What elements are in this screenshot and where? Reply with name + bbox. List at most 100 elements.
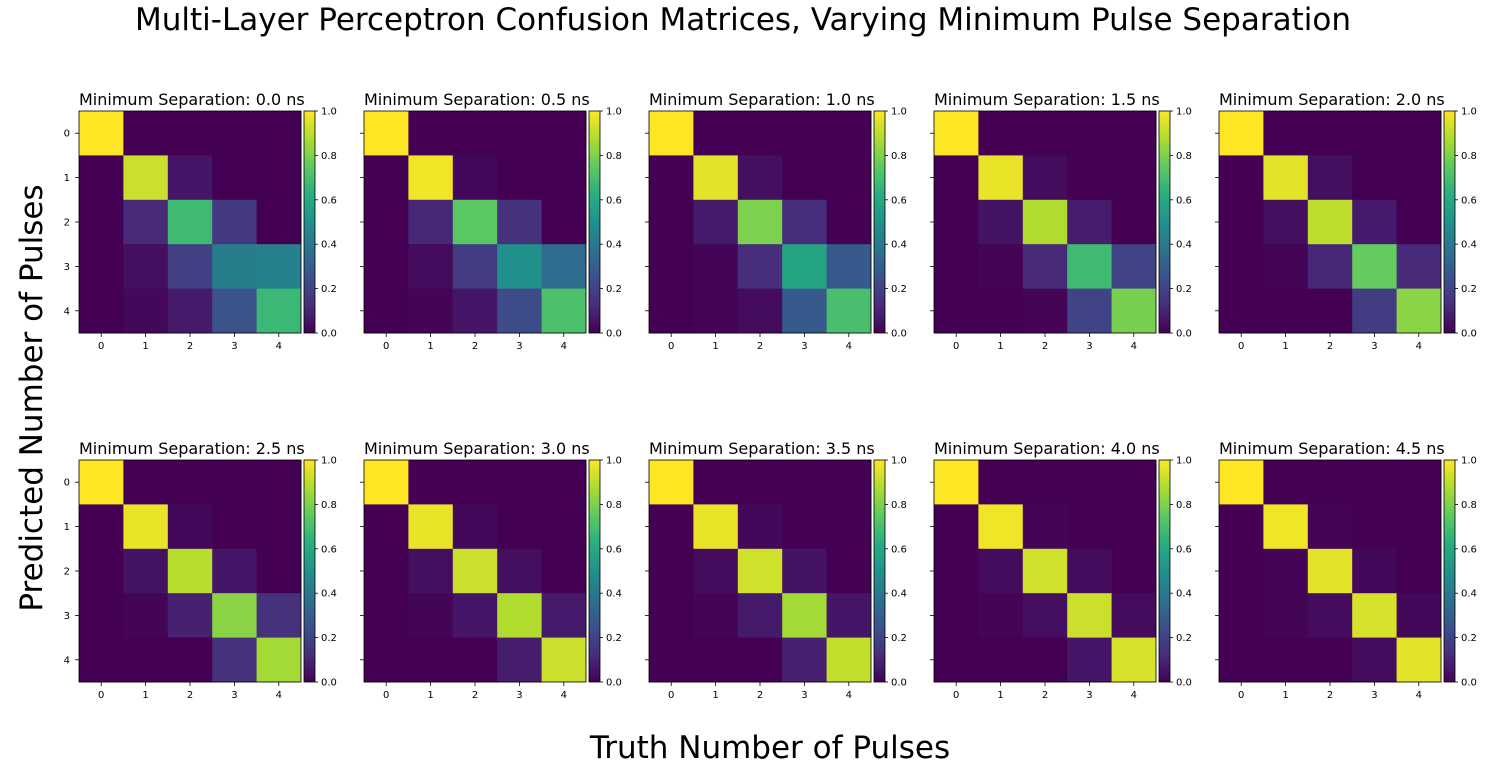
panel-title: Minimum Separation: 0.0 ns	[79, 90, 305, 109]
colorbar-tick-label: 0.2	[321, 284, 337, 295]
heatmap-cell	[79, 637, 124, 683]
heatmap-cell	[212, 548, 257, 594]
heatmap-cell	[256, 460, 302, 505]
heatmap-cell	[693, 504, 739, 550]
heatmap-cell	[1111, 548, 1157, 594]
heatmap-cell	[1067, 593, 1112, 638]
colorbar-tick-label: 0.4	[321, 589, 337, 600]
heatmap-cell	[649, 460, 694, 505]
panel-title: Minimum Separation: 1.0 ns	[649, 90, 875, 109]
heatmap-cell	[256, 199, 302, 245]
heatmap-cell	[1219, 637, 1264, 683]
panel-title: Minimum Separation: 4.0 ns	[934, 439, 1160, 458]
heatmap-cell	[934, 637, 979, 683]
heatmap-cell	[1307, 288, 1353, 334]
heatmap-cell	[1307, 244, 1353, 289]
y-tick-label: 4	[64, 655, 70, 666]
confusion-panel-8: Minimum Separation: 4.0 ns 0 1 2 3 4 0.0 0.2 0.4…	[930, 439, 1192, 701]
colorbar-tick-label: 0.6	[321, 544, 337, 555]
heatmap-cell	[364, 593, 409, 638]
heatmap-cell	[826, 593, 872, 638]
colorbar-tick-label: 0.0	[891, 678, 907, 689]
heatmap-cell	[123, 593, 169, 638]
x-tick-label: 1	[1282, 341, 1288, 352]
heatmap-cell	[1111, 199, 1157, 245]
x-tick-label: 3	[801, 690, 807, 701]
colorbar-tick-label: 0.8	[606, 500, 622, 511]
x-tick-label: 2	[757, 690, 763, 701]
heatmap-cell	[212, 460, 257, 505]
heatmap-cell	[1022, 593, 1068, 638]
x-tick-label: 2	[1042, 341, 1048, 352]
heatmap-cell	[978, 155, 1024, 201]
heatmap-cell	[693, 288, 739, 334]
colorbar-tick-label: 0.0	[321, 329, 337, 340]
heatmap-cell	[541, 288, 587, 334]
confusion-panel-1: Minimum Separation: 0.5 ns 0 1 2 3 4 0.0 0.2 0.4…	[360, 90, 622, 352]
heatmap-cell	[1022, 288, 1068, 334]
heatmap-cell	[1396, 548, 1442, 594]
y-tick-label: 1	[64, 173, 70, 184]
heatmap-cell	[1352, 244, 1397, 289]
x-tick-label: 3	[801, 341, 807, 352]
heatmap-cell	[1352, 548, 1397, 594]
heatmap-cell	[1263, 504, 1309, 550]
x-tick-label: 0	[1238, 690, 1244, 701]
heatmap-cell	[123, 155, 169, 201]
heatmap-cell	[826, 244, 872, 289]
heatmap-cell	[364, 199, 409, 245]
heatmap-cell	[167, 155, 213, 201]
heatmap-cell	[364, 111, 409, 156]
heatmap-cell	[649, 111, 694, 156]
heatmap-cell	[737, 593, 783, 638]
x-tick-label: 0	[953, 341, 959, 352]
heatmap-cell	[1022, 244, 1068, 289]
heatmap-cell	[79, 199, 124, 245]
colorbar	[873, 110, 886, 334]
heatmap-cell	[497, 155, 542, 201]
heatmap-cell	[649, 504, 694, 550]
x-tick-label: 1	[997, 341, 1003, 352]
colorbar-tick-label: 0.6	[1176, 544, 1192, 555]
colorbar-tick-label: 0.8	[606, 151, 622, 162]
heatmap-cell	[826, 504, 872, 550]
heatmap-cell	[256, 548, 302, 594]
heatmap-cell	[1067, 199, 1112, 245]
colorbar-tick-label: 0.0	[1176, 329, 1192, 340]
colorbar-tick-label: 0.4	[891, 589, 907, 600]
heatmap-cell	[256, 111, 302, 156]
y-tick-label: 3	[64, 611, 70, 622]
colorbar-tick-label: 0.8	[321, 151, 337, 162]
heatmap-cell	[1219, 593, 1264, 638]
heatmap-cell	[1111, 593, 1157, 638]
heatmap-cell	[79, 460, 124, 505]
heatmap-cell	[934, 244, 979, 289]
heatmap-cell	[123, 244, 169, 289]
colorbar-tick-label: 0.2	[1461, 633, 1477, 644]
heatmap-cell	[826, 548, 872, 594]
heatmap-cell	[256, 593, 302, 638]
heatmap-cell	[212, 288, 257, 334]
heatmap-cell	[978, 460, 1024, 505]
colorbar-tick-label: 0.6	[1176, 195, 1192, 206]
heatmap-cell	[1307, 637, 1353, 683]
heatmap-cell	[934, 111, 979, 156]
colorbar-tick-label: 0.0	[606, 678, 622, 689]
heatmap-cell	[826, 199, 872, 245]
heatmap-cell	[408, 548, 454, 594]
heatmap-cell	[497, 111, 542, 156]
heatmap-cell	[1111, 637, 1157, 683]
heatmap-cell	[452, 155, 498, 201]
colorbar	[1443, 459, 1456, 683]
heatmap-cell	[408, 593, 454, 638]
colorbar-tick-label: 0.4	[1176, 240, 1192, 251]
colorbar-tick-label: 0.6	[606, 544, 622, 555]
heatmap-cell	[737, 111, 783, 156]
heatmap-cell	[1396, 244, 1442, 289]
x-tick-label: 3	[516, 341, 522, 352]
colorbar-tick-label: 1.0	[606, 107, 622, 118]
heatmap-cell	[408, 460, 454, 505]
x-tick-label: 0	[953, 690, 959, 701]
heatmap-cell	[123, 637, 169, 683]
heatmap-cell	[782, 504, 827, 550]
